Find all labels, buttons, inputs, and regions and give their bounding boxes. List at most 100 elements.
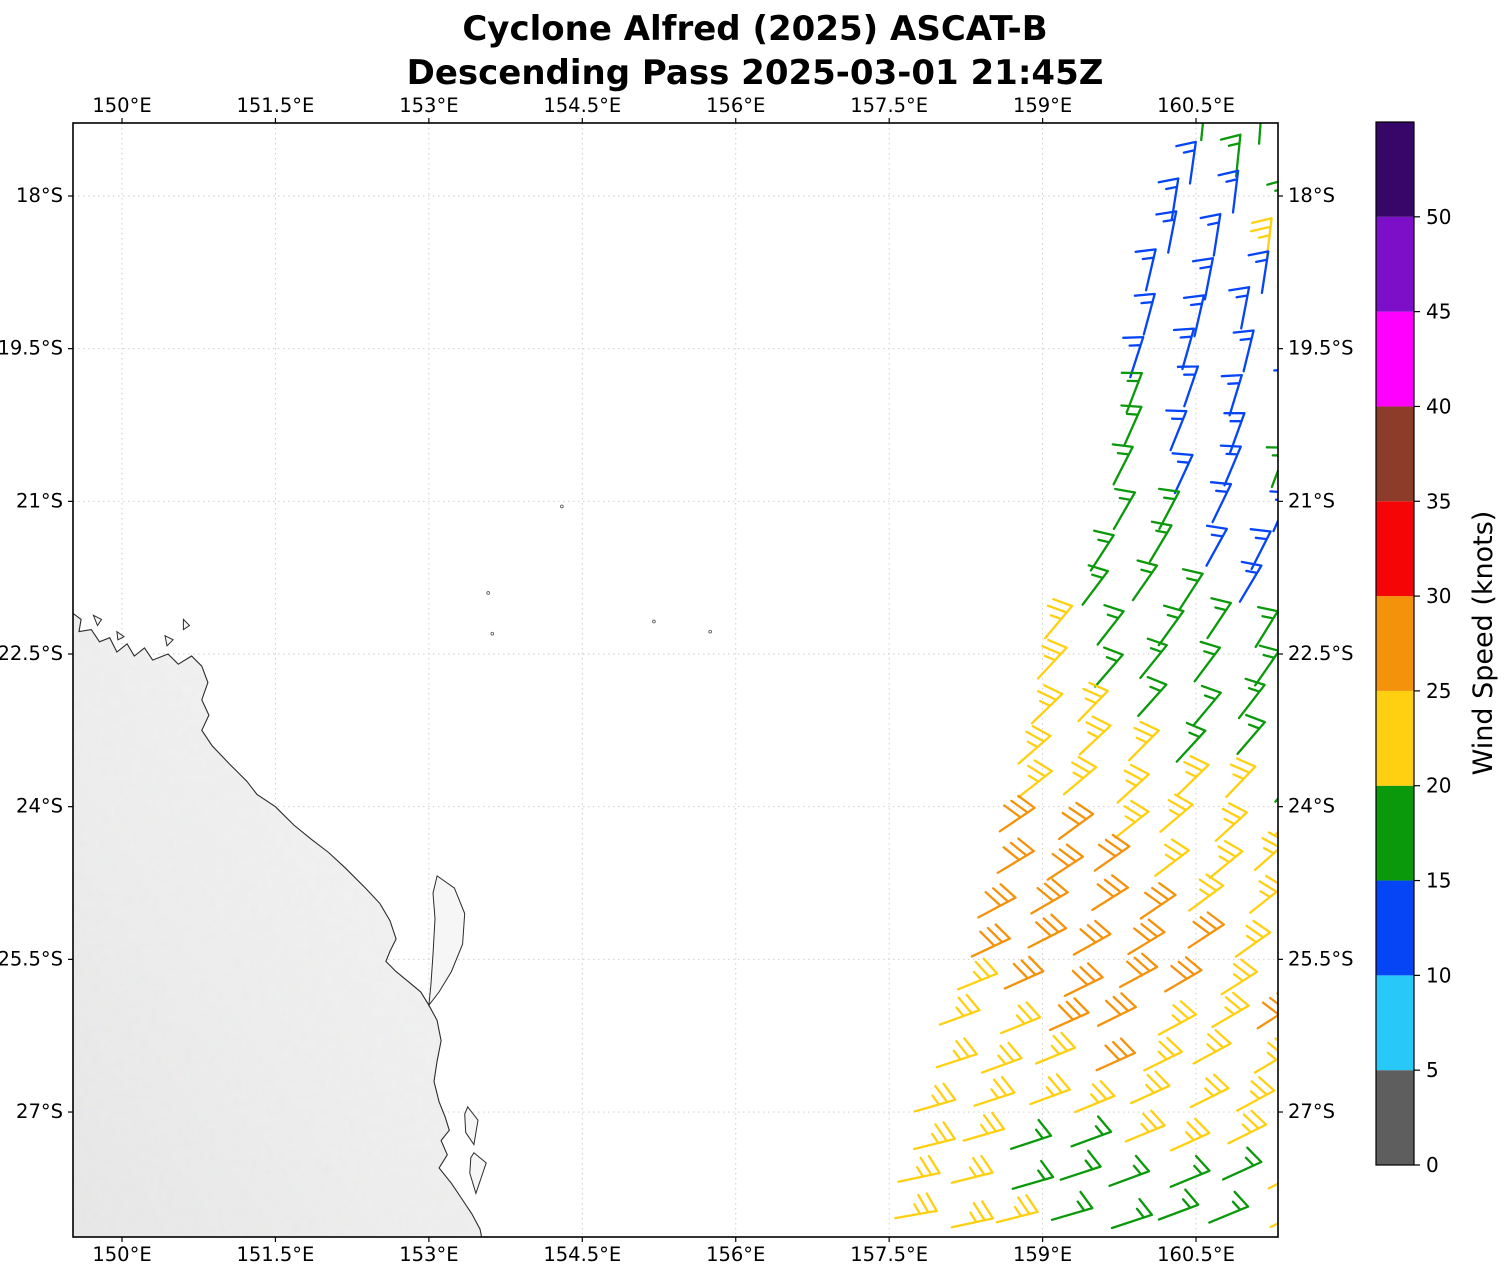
wind-barb bbox=[1130, 1070, 1171, 1105]
wind-barb bbox=[913, 1082, 957, 1113]
wind-barb bbox=[977, 883, 1017, 919]
wind-barb bbox=[1234, 919, 1272, 958]
x-axis-tick-label-bottom: 159°E bbox=[1013, 1243, 1072, 1264]
colorbar-segment bbox=[1376, 311, 1414, 407]
wind-barb bbox=[1254, 644, 1278, 687]
wind-barb bbox=[1137, 675, 1168, 718]
x-axis-tick-label-top: 160.5°E bbox=[1157, 94, 1235, 117]
wind-barb bbox=[1295, 679, 1319, 719]
wind-barb bbox=[1249, 528, 1272, 571]
y-axis-tick-label-left: 22.5°S bbox=[0, 642, 63, 665]
wind-barb bbox=[1009, 1118, 1053, 1150]
wind-barb bbox=[1247, 250, 1270, 295]
wind-barb bbox=[1211, 991, 1250, 1029]
wind-barb bbox=[1089, 529, 1115, 572]
wind-barb bbox=[1120, 404, 1143, 447]
wind-barb bbox=[1165, 409, 1188, 452]
wind-barb bbox=[1063, 962, 1104, 997]
y-axis-tick-label-left: 19.5°S bbox=[0, 337, 63, 360]
wind-barb bbox=[1017, 725, 1052, 765]
wind-barb bbox=[1188, 873, 1225, 912]
wind-barb bbox=[1257, 123, 1262, 145]
wind-barb bbox=[1036, 638, 1068, 680]
wind-barb bbox=[1221, 1146, 1263, 1181]
colorbar-segment bbox=[1376, 690, 1414, 786]
wind-barb bbox=[1050, 1190, 1094, 1221]
wind-barb bbox=[1057, 801, 1095, 841]
wind-barb bbox=[1228, 286, 1251, 330]
wind-barb bbox=[1143, 1036, 1183, 1072]
wind-barb bbox=[1236, 1076, 1276, 1112]
wind-barb bbox=[1295, 563, 1315, 603]
colorbar-segment bbox=[1376, 501, 1414, 597]
wind-barb bbox=[1114, 799, 1150, 839]
wind-barb bbox=[1164, 956, 1203, 993]
wind-barb bbox=[1093, 833, 1131, 872]
wind-barb bbox=[1091, 874, 1130, 912]
y-axis-tick-label-right: 19.5°S bbox=[1288, 337, 1354, 360]
island bbox=[92, 614, 103, 627]
wind-barb bbox=[1253, 831, 1278, 872]
wind-barb bbox=[1236, 713, 1266, 756]
wind-barb bbox=[1200, 123, 1205, 142]
wind-barb bbox=[1148, 520, 1173, 563]
wind-barb bbox=[1094, 646, 1124, 688]
wind-barb bbox=[1192, 684, 1222, 727]
wind-barb bbox=[1030, 878, 1069, 915]
wind-barb bbox=[1108, 1154, 1151, 1187]
wind-barb bbox=[1189, 1073, 1230, 1109]
wind-barb bbox=[1127, 918, 1166, 956]
wind-barb bbox=[1070, 1115, 1113, 1148]
colorbar-segment bbox=[1376, 596, 1414, 691]
colorbar-tick-labels: 0 5 10 15 20 25 30 35 40 45 50 bbox=[1426, 205, 1451, 1177]
island bbox=[469, 1151, 487, 1196]
x-axis-tick-label-top: 150°E bbox=[92, 94, 151, 117]
wind-barb bbox=[1124, 1109, 1166, 1143]
wind-barb bbox=[1096, 604, 1125, 646]
wind-barb bbox=[1208, 1190, 1250, 1224]
wind-barb bbox=[1182, 294, 1206, 338]
x-axis-tick-label-bottom: 156°E bbox=[706, 1243, 765, 1264]
reef-dot bbox=[560, 504, 564, 509]
wind-barb bbox=[1214, 802, 1249, 842]
x-axis-tick-label-bottom: 151.5°E bbox=[236, 1243, 314, 1264]
wind-barb bbox=[1011, 1159, 1055, 1190]
wind-barb bbox=[996, 837, 1035, 874]
wind-barb bbox=[1256, 992, 1278, 1030]
wind-barb bbox=[1291, 724, 1317, 763]
wind-barb bbox=[1095, 1037, 1137, 1072]
wind-barb bbox=[1293, 251, 1313, 293]
wind-barb bbox=[1122, 335, 1145, 379]
wind-barb bbox=[935, 1037, 978, 1069]
wind-barb bbox=[1062, 756, 1098, 796]
y-axis-tick-label-left: 18°S bbox=[16, 184, 63, 207]
plot-frame bbox=[72, 122, 1279, 1238]
x-axis-tick-label-top: 154.5°E bbox=[543, 94, 621, 117]
colorbar-tick-label: 30 bbox=[1426, 584, 1451, 608]
wind-barb bbox=[1078, 715, 1112, 756]
x-axis-tick-label-bottom: 157.5°E bbox=[850, 1243, 928, 1264]
wind-barb bbox=[1003, 955, 1045, 990]
wind-barb bbox=[1249, 874, 1278, 914]
colorbar-frame bbox=[1375, 121, 1415, 1166]
wind-barb bbox=[1046, 843, 1085, 881]
wind-barb bbox=[1178, 568, 1204, 611]
wind-barb bbox=[1187, 911, 1225, 949]
wind-barb bbox=[1307, 1033, 1342, 1068]
colorbar-segment bbox=[1376, 880, 1414, 976]
wind-barb bbox=[1157, 1188, 1200, 1221]
land-mass bbox=[73, 504, 712, 1237]
x-axis-tick-label-top: 156°E bbox=[706, 94, 765, 117]
axis-tick-labels: 150°E 150°E 151.5°E 151.5°E 153°E 153°E 154.5°… bbox=[0, 94, 1354, 1264]
colorbar-segment bbox=[1376, 785, 1414, 881]
wind-barb bbox=[938, 993, 981, 1026]
colorbar-tick-label: 0 bbox=[1426, 1153, 1439, 1177]
reef-dot bbox=[708, 629, 712, 634]
plot-area bbox=[73, 123, 1342, 1237]
wind-barb bbox=[1304, 521, 1324, 561]
y-axis-tick-label-left: 27°S bbox=[16, 1100, 63, 1123]
wind-barb bbox=[1172, 327, 1196, 371]
wind-barb bbox=[1029, 1073, 1071, 1106]
colorbar-segment bbox=[1376, 122, 1414, 217]
wind-barbs-layer bbox=[894, 123, 1342, 1230]
